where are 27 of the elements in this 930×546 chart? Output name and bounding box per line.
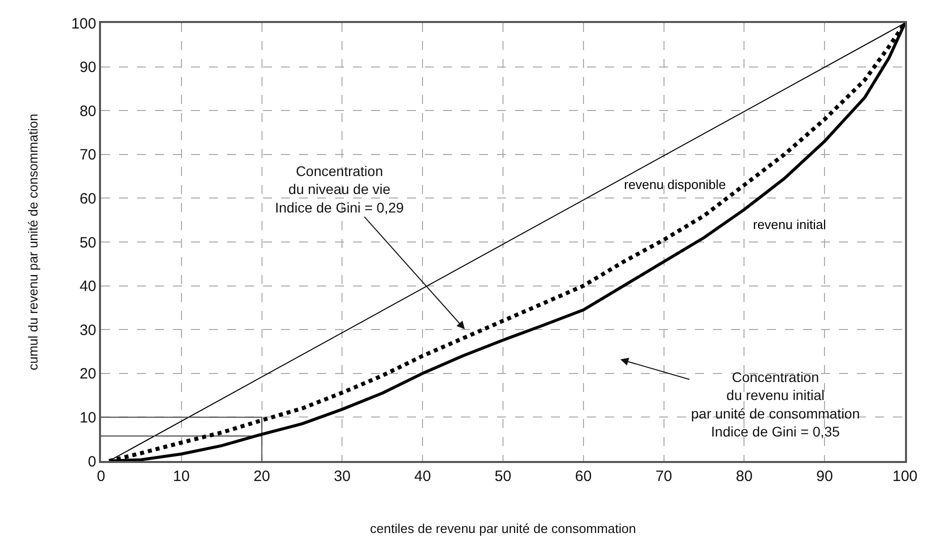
y-tick-label: 60 bbox=[80, 190, 96, 208]
x-tick-label: 90 bbox=[816, 468, 833, 485]
x-tick-label: 80 bbox=[736, 468, 753, 485]
y-axis-title: cumul du revenu par unité de consommation bbox=[26, 114, 41, 370]
annotation: Concentration du revenu initial par unité de consommation Indice de Gini = 0,35 bbox=[691, 369, 860, 440]
y-tick-label: 100 bbox=[71, 15, 96, 32]
x-tick-label: 20 bbox=[253, 468, 270, 485]
y-tick-label: 80 bbox=[80, 102, 96, 120]
x-tick-label: 40 bbox=[414, 468, 431, 485]
x-tick-label: 60 bbox=[575, 468, 592, 485]
x-axis-title: centiles de revenu par unité de consommation bbox=[370, 520, 636, 536]
y-tick-label: 30 bbox=[80, 322, 96, 339]
y-tick-label: 50 bbox=[80, 234, 96, 252]
x-tick-label: 100 bbox=[892, 468, 918, 485]
y-tick-label: 70 bbox=[80, 146, 96, 164]
series-label: revenu disponible bbox=[624, 177, 726, 192]
x-tick-label: 50 bbox=[494, 468, 512, 485]
y-tick-label: 10 bbox=[80, 409, 96, 426]
x-tick-label: 10 bbox=[173, 468, 190, 485]
y-tick-label: 40 bbox=[80, 278, 96, 296]
x-tick-label: 70 bbox=[655, 468, 672, 485]
y-tick-label: 90 bbox=[80, 59, 96, 76]
annotation: Concentration du niveau de vie Indice de Gini = 0,29 bbox=[275, 163, 404, 216]
y-tick-label: 0 bbox=[88, 453, 96, 470]
y-tick-label: 20 bbox=[80, 366, 96, 383]
series-label: revenu initial bbox=[753, 217, 826, 232]
x-tick-label: 30 bbox=[334, 468, 351, 485]
